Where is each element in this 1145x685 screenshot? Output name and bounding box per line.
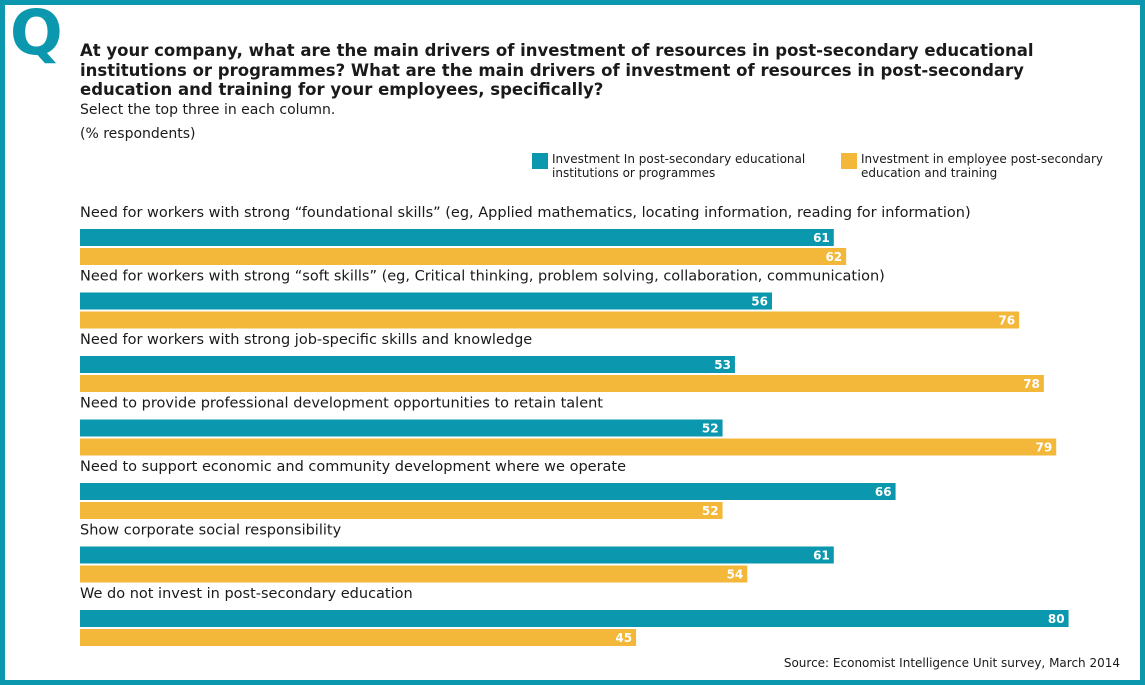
legend-label-series-2: Investment in employee post-secondary ed… — [861, 152, 1104, 180]
value-label-series-1: 52 — [702, 422, 719, 436]
value-label-series-1: 66 — [875, 485, 892, 499]
value-label-series-1: 56 — [751, 295, 768, 309]
legend-item-series-2: Investment in employee post-secondary ed… — [841, 152, 1131, 180]
bar-series-1 — [80, 356, 735, 373]
bar-series-1 — [80, 610, 1069, 627]
category-label: Need for workers with strong job-specifi… — [80, 332, 532, 348]
category-label: Need for workers with strong “foundation… — [80, 205, 971, 221]
value-label-series-2: 76 — [998, 314, 1015, 328]
bar-series-1 — [80, 229, 834, 246]
value-label-series-1: 61 — [813, 231, 830, 245]
unit-label: (% respondents) — [80, 126, 196, 142]
bar-series-2 — [80, 438, 1057, 456]
legend-item-series-1: Investment In post-secondary educational… — [532, 152, 832, 180]
value-label-series-1: 61 — [813, 549, 830, 563]
category-label: Show corporate social responsibility — [80, 523, 342, 539]
bar-series-2 — [80, 629, 637, 646]
bar-series-2 — [80, 375, 1044, 392]
category-label: Need to support economic and community d… — [80, 459, 626, 475]
value-label-series-2: 78 — [1023, 377, 1040, 391]
category-label: Need for workers with strong “soft skill… — [80, 269, 885, 285]
bar-series-1 — [80, 483, 896, 500]
bar-series-2 — [80, 311, 1020, 329]
bar-series-2 — [80, 502, 723, 519]
value-label-series-2: 79 — [1036, 441, 1053, 455]
value-label-series-2: 62 — [825, 250, 842, 264]
category-label: Need to provide professional development… — [80, 396, 603, 412]
value-label-series-2: 45 — [615, 631, 632, 645]
legend-swatch-series-2 — [841, 153, 857, 169]
value-label-series-1: 53 — [714, 358, 731, 372]
value-label-series-1: 80 — [1048, 612, 1065, 626]
category-label: We do not invest in post-secondary educa… — [80, 586, 413, 602]
bar-series-2 — [80, 248, 847, 265]
value-label-series-2: 52 — [702, 504, 719, 518]
bar-series-1 — [80, 419, 723, 437]
q-mark: Q — [10, 0, 63, 69]
legend-label-series-1: Investment In post-secondary educational… — [552, 152, 806, 180]
value-label-series-2: 54 — [727, 568, 744, 582]
instruction-text: Select the top three in each column. — [80, 102, 336, 118]
question-title: At your company, what are the main drive… — [80, 41, 1034, 99]
legend-swatch-series-1 — [532, 153, 548, 169]
bar-series-2 — [80, 565, 748, 583]
bar-series-1 — [80, 546, 834, 564]
bar-series-1 — [80, 292, 772, 310]
source-note: Source: Economist Intelligence Unit surv… — [783, 656, 1120, 670]
